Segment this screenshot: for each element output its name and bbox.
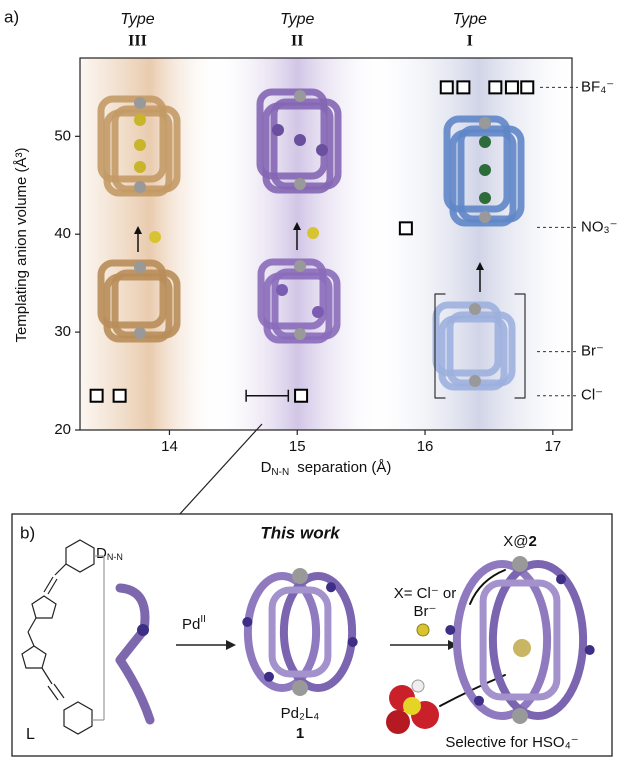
cage-node [469,303,481,315]
y-tick-label: 20 [54,421,71,438]
cage-node [292,680,308,696]
anion-label: BF₄⁻ [581,78,614,95]
intermediate-formula: Pd₂L₄ [281,705,320,722]
cage-guest [272,124,284,136]
cage-node [474,696,484,706]
data-point [91,390,103,402]
data-point [489,81,501,93]
cage-node [469,375,481,387]
panel-label: b) [20,523,35,542]
cage-node [294,178,306,190]
type-numeral: I [467,33,473,50]
x-tick-label: 16 [417,438,434,455]
y-axis-label: Templating anion volume (Å³) [13,147,30,342]
anion-sphere [149,231,161,243]
cage-node [585,645,595,655]
y-tick-label: 30 [54,323,71,340]
ligand-label: L [26,726,35,743]
cage-node [264,672,274,682]
y-tick-label: 40 [54,225,71,242]
x-tick-label: 17 [544,438,561,455]
scheme-title: This work [260,523,341,542]
type-label: Type [120,11,154,28]
cage-guest [134,139,146,151]
data-point [114,390,126,402]
cage-guest [479,192,491,204]
cage-node [348,637,358,647]
cage-guest [134,161,146,173]
data-point [506,81,518,93]
cage-node [445,625,455,635]
x-tick-label: 14 [161,438,178,455]
panel-label: a) [4,7,19,26]
anion-label: NO₃⁻ [581,218,618,235]
reagent-superscript: II [200,614,206,625]
data-point [400,222,412,234]
cage-guest [316,144,328,156]
cage-node [512,708,528,724]
cage-node [134,261,146,273]
data-point [295,390,307,402]
conditions: X= Cl⁻ or [394,585,457,602]
cage-node [479,211,491,223]
anion-sphere [417,624,429,636]
cage-node [134,181,146,193]
cage-node [294,328,306,340]
type-numeral: II [291,33,303,50]
conditions: Br⁻ [414,603,437,620]
x-tick-label: 15 [289,438,306,455]
data-point [441,81,453,93]
distance-subscript: N-N [107,552,123,562]
x-label-symbol: D [261,459,272,476]
cage-node [479,117,491,129]
cage-node [134,327,146,339]
cage-guest [294,134,306,146]
cage-node [134,97,146,109]
x-label-text: separation (Å) [297,459,391,476]
cage-node [326,582,336,592]
data-point [457,81,469,93]
data-point [521,81,533,93]
figure: a) Templating anion volume (Å³) DN-Nsepa… [0,0,628,761]
cage-node [556,574,566,584]
anion-sphere [307,227,319,239]
cage-guest [479,164,491,176]
type-label: Type [453,11,487,28]
distance-symbol: D [96,545,107,562]
cage-node [242,617,252,627]
anion-label: Br⁻ [581,343,604,360]
x-label-subscript: N-N [271,467,289,478]
cage-node [294,90,306,102]
ligand-node [137,624,149,636]
intermediate-number: 1 [296,725,304,742]
anion-label: Cl⁻ [581,387,603,404]
cage-node [512,556,528,572]
cage-guest [276,284,288,296]
reagent-text: Pd [182,616,200,633]
y-tick-label: 50 [54,127,71,144]
cage-illustration [447,117,521,223]
cage-guest [479,136,491,148]
product-number: 2 [528,533,536,550]
cage-node [294,260,306,272]
x-axis-label: DN-N separation (Å) [261,459,392,478]
cage-node [292,568,308,584]
cage-guest [513,639,531,657]
type-numeral: III [128,33,147,50]
cage-guest [312,306,324,318]
connector [168,424,262,527]
type-label: Type [280,11,314,28]
product-label: X@2 [503,533,537,550]
cage-illustration [101,97,177,193]
product-prefix: X@ [503,533,528,550]
cage-guest [134,114,146,126]
selectivity: Selective for HSO₄⁻ [445,734,578,751]
